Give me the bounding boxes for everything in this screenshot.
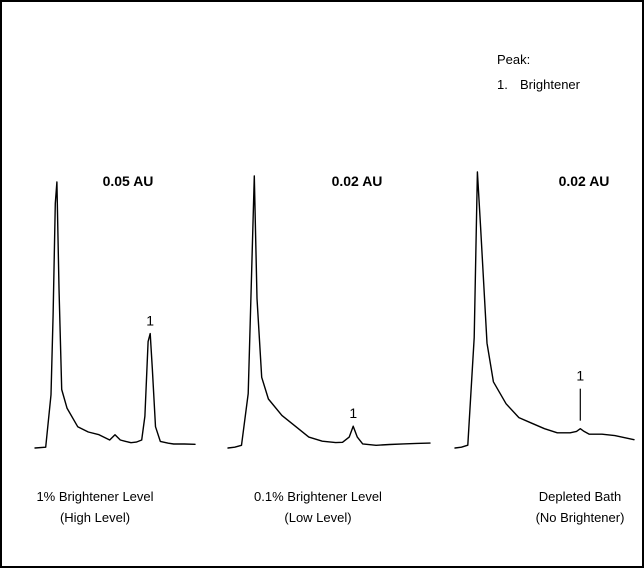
panel-3-caption-line1: Depleted Bath <box>539 489 621 504</box>
panel-2-scale-label: 0.02 AU <box>332 173 383 189</box>
chromatogram-panel-2: 0.02 AU 1 0.1% Brightener Level (Low Lev… <box>227 173 431 525</box>
panel-2-trace <box>227 175 431 449</box>
legend-heading: Peak: <box>497 52 530 67</box>
chromatogram-panel-1: 0.05 AU 1 1% Brightener Level (High Leve… <box>34 173 196 525</box>
panel-1-trace <box>34 181 196 449</box>
panel-1-scale-label: 0.05 AU <box>103 173 154 189</box>
panel-1-peak-label: 1 <box>146 313 154 329</box>
panel-2-caption-line1: 0.1% Brightener Level <box>254 489 382 504</box>
panel-2-peak-label: 1 <box>349 405 357 421</box>
panel-1-caption-line1: 1% Brightener Level <box>36 489 153 504</box>
panel-3-peak-label: 1 <box>576 368 584 384</box>
panel-2-caption-line2: (Low Level) <box>284 510 351 525</box>
legend-item-name: Brightener <box>520 77 581 92</box>
panel-3-trace <box>454 171 635 449</box>
panel-3-caption-line2: (No Brightener) <box>536 510 625 525</box>
panel-3-scale-label: 0.02 AU <box>559 173 610 189</box>
panel-1-caption-line2: (High Level) <box>60 510 130 525</box>
legend-item-number: 1. <box>497 77 508 92</box>
chromatogram-panel-3: 0.02 AU 1 Depleted Bath (No Brightener) <box>454 171 635 525</box>
